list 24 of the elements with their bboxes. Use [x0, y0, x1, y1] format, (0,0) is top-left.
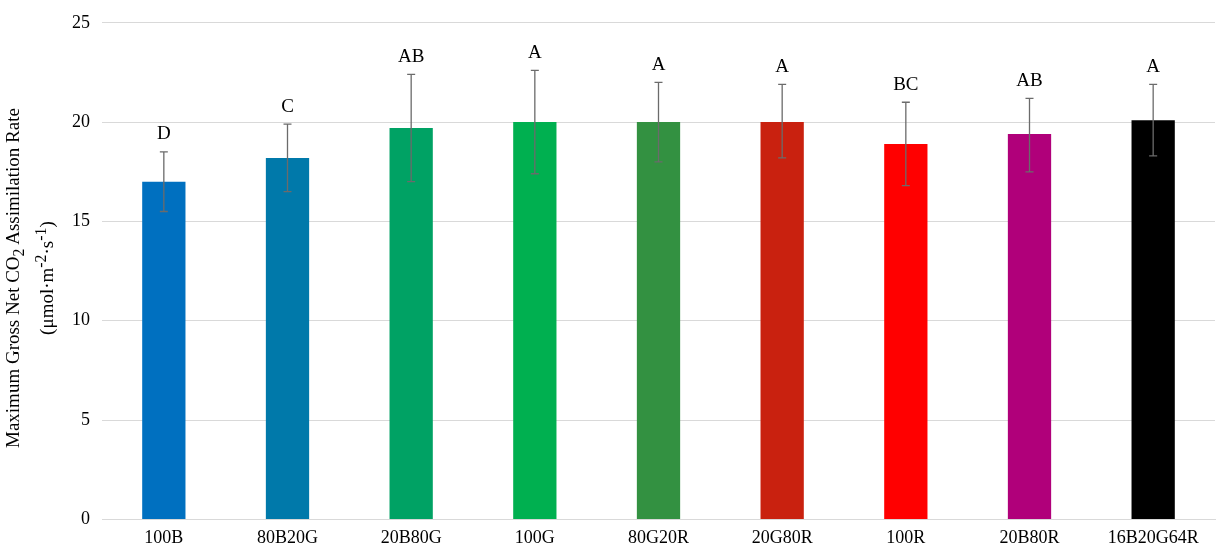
annotation: AB — [1016, 68, 1043, 90]
x-tick-label: 20G80R — [751, 526, 813, 547]
x-tick-label: 20B80R — [999, 526, 1060, 547]
annotation: AB — [397, 44, 425, 66]
y-tick-label: 25 — [72, 11, 90, 32]
y-tick-label: 15 — [72, 210, 90, 231]
x-tick-label: 20B80G — [380, 526, 442, 547]
x-tick-label: 80G20R — [627, 526, 690, 547]
annotation: C — [281, 94, 294, 116]
annotation: A — [651, 52, 666, 74]
x-tick-label: 16B20G64R — [1107, 526, 1199, 547]
annotation: BC — [893, 72, 919, 94]
annotation: A — [1146, 54, 1161, 76]
annotation: D — [156, 122, 171, 144]
x-tick-label: 100G — [514, 526, 555, 547]
x-tick-label: 100B — [144, 526, 184, 547]
annotation: A — [775, 54, 790, 76]
annotation: A — [527, 40, 542, 62]
y-tick-label: 20 — [72, 110, 90, 131]
y-tick-label: 5 — [81, 408, 90, 429]
y-tick-label: 10 — [72, 309, 90, 330]
x-tick-label: 80B20G — [256, 526, 319, 547]
x-tick-label: 100R — [886, 526, 926, 547]
y-tick-label: 0 — [81, 508, 90, 529]
